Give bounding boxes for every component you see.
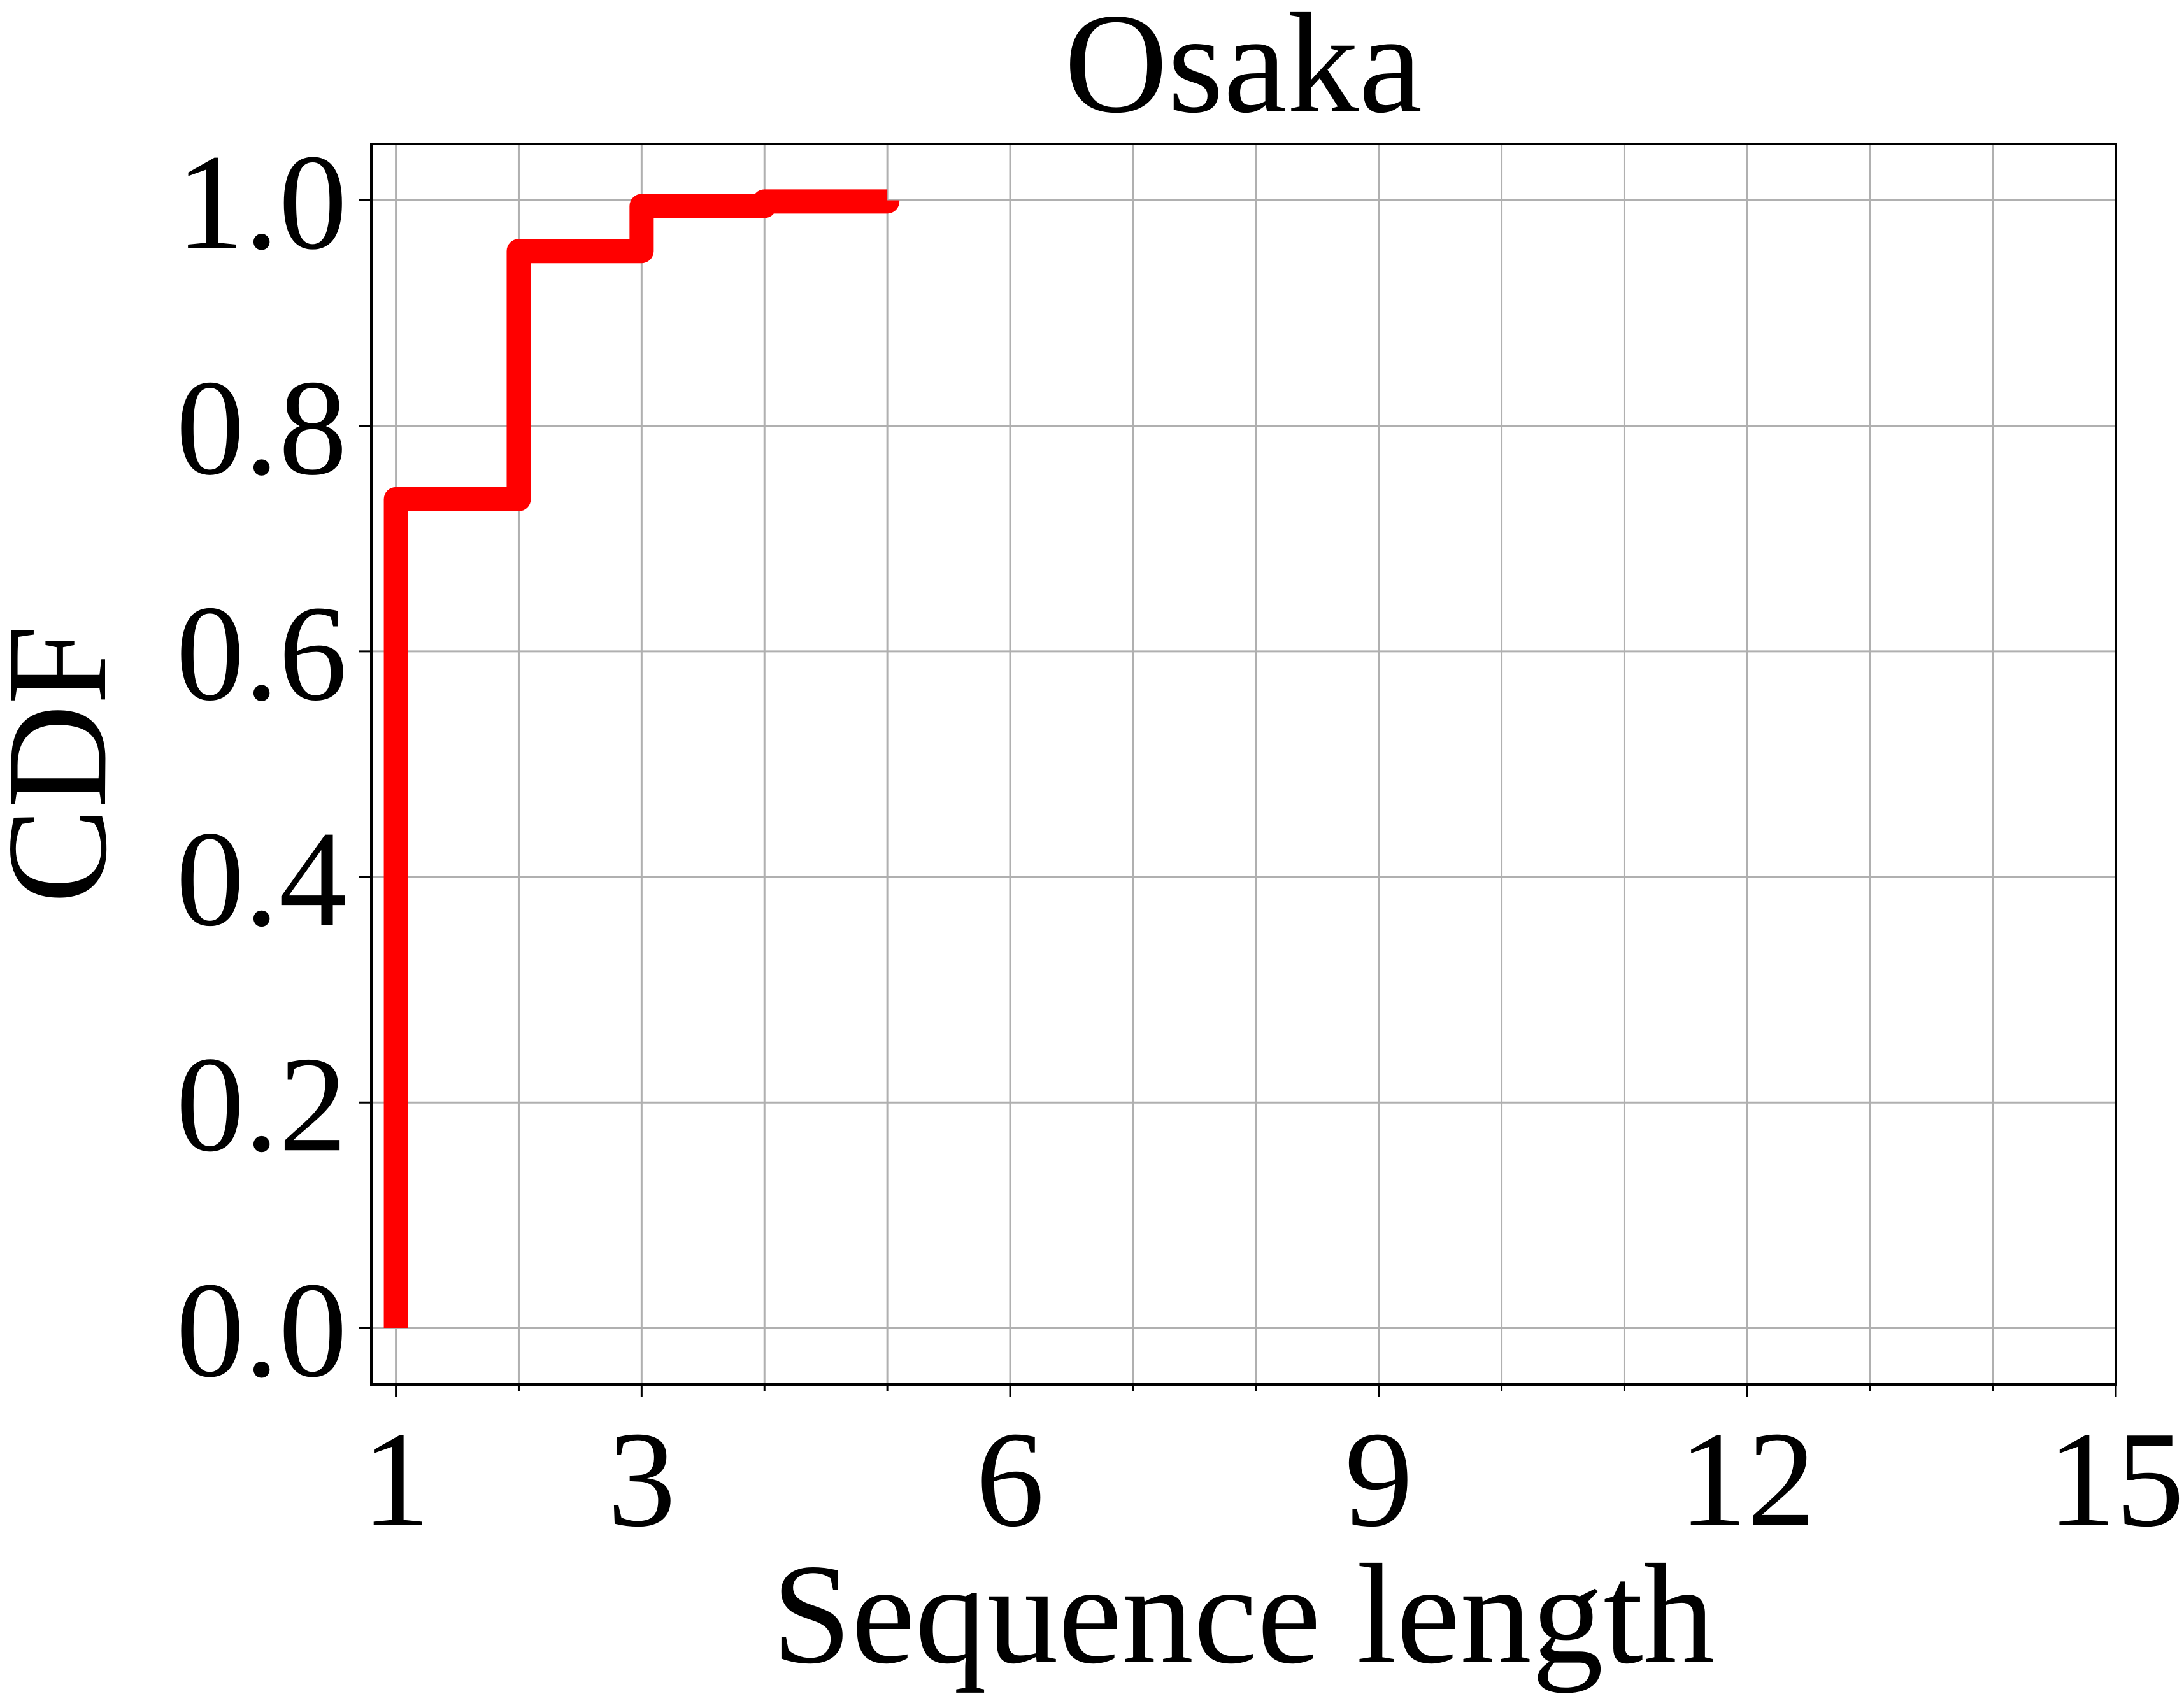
axis-ticks: 1 3 6 9 12 15 0.0 0.2 0.4 0.6 0.8 1.0 bbox=[176, 126, 2184, 1555]
plot-frame bbox=[370, 143, 2117, 1386]
x-tick-label: 1 bbox=[362, 1403, 431, 1555]
x-tick-label: 12 bbox=[1679, 1403, 1816, 1555]
x-tick-label: 9 bbox=[1345, 1403, 1413, 1555]
y-axis-label: CDF bbox=[0, 625, 136, 904]
y-tick-label: 0.8 bbox=[176, 352, 347, 504]
y-tick-label: 0.4 bbox=[176, 802, 347, 955]
x-tick-label: 15 bbox=[2048, 1403, 2184, 1555]
x-tick-label: 3 bbox=[608, 1403, 676, 1555]
cdf-series-line bbox=[383, 189, 900, 1328]
y-tick-label: 0.2 bbox=[176, 1028, 347, 1180]
y-tick-label: 1.0 bbox=[176, 126, 347, 278]
x-axis-label: Sequence length bbox=[772, 1534, 1715, 1693]
x-tick-label: 6 bbox=[976, 1403, 1045, 1555]
chart-title: Osaka bbox=[1064, 0, 1422, 143]
y-tick-label: 0.6 bbox=[176, 577, 347, 729]
grid-lines bbox=[371, 144, 2117, 1384]
y-tick-label: 0.0 bbox=[176, 1253, 347, 1406]
series-layer bbox=[383, 189, 900, 1328]
